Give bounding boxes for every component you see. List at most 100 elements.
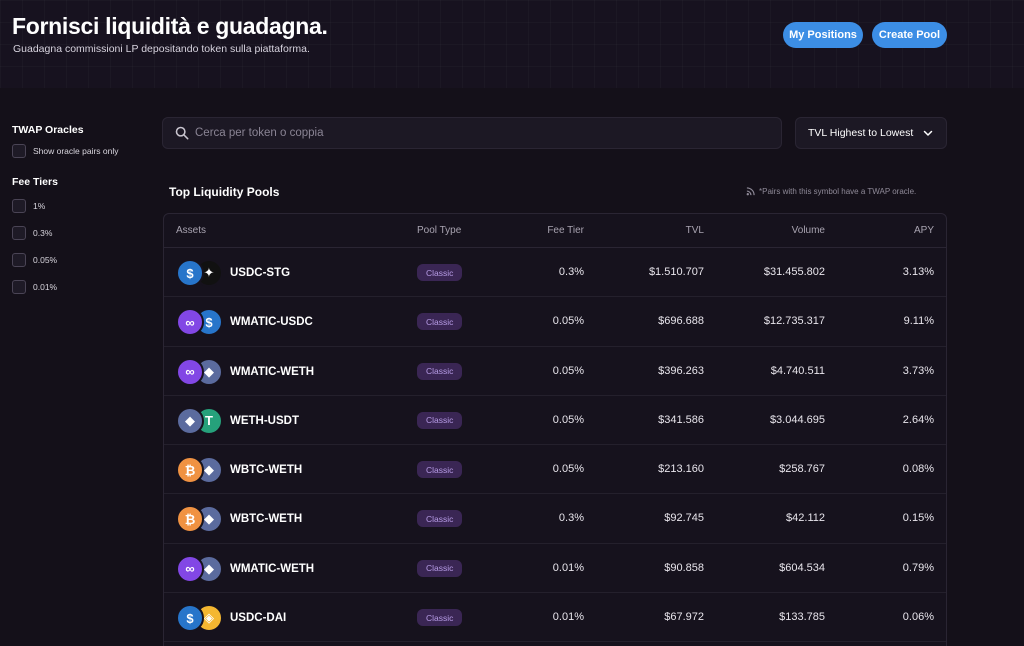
pair-name: USDC-STG <box>230 267 291 279</box>
token-pair-icons: ∞ ◆ <box>176 357 226 386</box>
fee-tier-value: 0.05% <box>552 463 584 476</box>
table-row[interactable]: ₿ ◆ WBTC-WETH Classic 0.05% $213.160 $258.767 0… <box>164 445 946 495</box>
table-row[interactable]: ◆ T WETH-USDT Classic 0.05% $341.586 $3.044.69… <box>164 396 946 446</box>
tvl-value: $396.263 <box>658 364 704 377</box>
tvl-value: $90.858 <box>664 561 704 574</box>
fee-tier-option[interactable]: 0.3% <box>12 224 152 242</box>
fee-tier-value: 0.3% <box>558 512 584 525</box>
fee-tier-label: 0.01% <box>33 282 58 292</box>
rss-icon <box>746 187 755 196</box>
table-header: Assets Pool Type Fee Tier TVL Volume APY <box>164 214 946 248</box>
pair-name: WETH-USDT <box>230 414 299 427</box>
token-pair-icons: ₿ ◆ <box>176 456 226 485</box>
col-fee-tier[interactable]: Fee Tier <box>547 225 584 236</box>
fee-tier-checkbox[interactable] <box>12 280 26 294</box>
sort-selected-label: TVL Highest to Lowest <box>808 127 914 139</box>
volume-value: $12.735.317 <box>763 315 825 328</box>
oracle-note-text: *Pairs with this symbol have a TWAP orac… <box>759 187 917 196</box>
apy-value: 3.73% <box>902 364 934 377</box>
usdc-token-icon: $ <box>176 259 204 287</box>
search-input[interactable] <box>195 127 755 139</box>
pool-type-badge: Classic <box>417 411 463 429</box>
volume-value: $258.767 <box>779 463 825 476</box>
create-pool-button[interactable]: Create Pool <box>872 22 947 48</box>
volume-value: $4.740.511 <box>770 364 825 377</box>
usdc-token-icon: $ <box>176 604 204 633</box>
table-row[interactable]: ∞ ◆ WMATIC-WETH Classic 0.01% $90.858 $604.534… <box>164 544 946 594</box>
pool-assets: ∞ ◆ WMATIC-WETH <box>176 357 315 386</box>
btc-token-icon: ₿ <box>176 505 204 534</box>
apy-value: 0.08% <box>902 463 934 476</box>
col-apy[interactable]: APY <box>913 225 934 236</box>
btc-token-icon: ₿ <box>176 456 204 485</box>
volume-value: $133.785 <box>779 611 825 624</box>
apy-value: 0.06% <box>902 611 934 624</box>
twap-oracle-note: *Pairs with this symbol have a TWAP orac… <box>746 187 916 196</box>
tvl-value: $1.510.707 <box>648 266 704 278</box>
matic-token-icon: ∞ <box>176 308 204 337</box>
table-row[interactable]: $ ✦ USDC-STG Classic 0.3% $1.510.707 $31.455.8… <box>164 248 946 298</box>
pool-assets: ∞ $ WMATIC-USDC <box>176 308 313 337</box>
pool-type-badge: Classic <box>417 313 463 331</box>
pool-type-badge: Classic <box>417 609 463 627</box>
apy-value: 0.79% <box>902 561 934 574</box>
apy-value: 3.13% <box>902 266 934 278</box>
pool-type-badge: Classic <box>417 510 463 528</box>
page-subtitle: Guadagna commissioni LP depositando toke… <box>13 43 310 55</box>
search-bar[interactable] <box>162 117 782 149</box>
fee-tier-label: 1% <box>33 201 46 211</box>
twap-oracle-filter[interactable]: Show oracle pairs only <box>12 144 152 158</box>
token-pair-icons: ₿ ◆ <box>176 505 226 534</box>
fee-tier-checkbox[interactable] <box>12 199 26 213</box>
fee-tier-option[interactable]: 0.05% <box>12 251 152 269</box>
pool-type-badge: Classic <box>417 362 463 380</box>
sort-dropdown[interactable]: TVL Highest to Lowest <box>795 117 947 149</box>
col-volume[interactable]: Volume <box>791 225 825 236</box>
apy-value: 2.64% <box>902 413 934 426</box>
pair-name: WMATIC-USDC <box>230 316 313 329</box>
fee-tiers-heading: Fee Tiers <box>12 176 58 188</box>
apy-value: 0.15% <box>902 512 934 525</box>
pools-table: Assets Pool Type Fee Tier TVL Volume APY… <box>163 213 947 646</box>
pool-assets: $ ✦ USDC-STG <box>176 259 290 287</box>
fee-tier-value: 0.05% <box>552 315 584 328</box>
fee-tier-value: 0.3% <box>558 266 584 278</box>
tvl-value: $67.972 <box>664 611 704 624</box>
twap-checkbox[interactable] <box>12 144 26 158</box>
token-pair-icons: ◆ T <box>176 406 226 435</box>
table-row[interactable]: ∞ $ WMATIC-USDC Classic 0.05% $696.688 $12.735… <box>164 297 946 347</box>
my-positions-button[interactable]: My Positions <box>783 22 863 48</box>
token-pair-icons: $ ✦ <box>176 259 226 287</box>
pair-name: WMATIC-WETH <box>230 365 315 378</box>
fee-tier-value: 0.01% <box>552 611 584 624</box>
table-row[interactable]: ∞ ◆ WMATIC-WETH Classic 0.05% $396.263 $4.740.… <box>164 347 946 396</box>
pool-assets: ₿ ◆ WBTC-WETH <box>176 456 302 485</box>
fee-tier-value: 0.05% <box>552 413 584 426</box>
pair-name: USDC-DAI <box>230 612 287 625</box>
fee-tier-checkbox[interactable] <box>12 226 26 240</box>
fee-tier-checkbox[interactable] <box>12 253 26 267</box>
col-pool-type[interactable]: Pool Type <box>417 225 462 236</box>
pool-type-badge: Classic <box>417 559 463 577</box>
pool-type-badge: Classic <box>417 461 463 479</box>
tvl-value: $341.586 <box>658 413 704 426</box>
table-row[interactable]: $ ◈ USDC-DAI Classic 0.01% $67.972 $133.785 0.0… <box>164 593 946 643</box>
fee-tier-filters: Fee Tiers 1% 0.3% 0.05% 0.01% <box>12 176 152 296</box>
col-assets[interactable]: Assets <box>176 225 207 236</box>
token-pair-icons: $ ◈ <box>176 604 226 633</box>
token-pair-icons: ∞ $ <box>176 308 226 337</box>
search-icon <box>175 126 189 140</box>
fee-tier-option[interactable]: 0.01% <box>12 278 152 296</box>
pools-section-title: Top Liquidity Pools <box>169 185 280 199</box>
eth-token-icon: ◆ <box>176 406 204 435</box>
hero-banner: Fornisci liquidità e guadagna. Guadagna … <box>0 0 1024 88</box>
pool-assets: $ ◈ USDC-DAI <box>176 604 287 633</box>
fee-tier-value: 0.01% <box>552 561 584 574</box>
col-tvl[interactable]: TVL <box>685 225 704 236</box>
twap-option-label: Show oracle pairs only <box>33 146 119 156</box>
pair-name: WMATIC-WETH <box>230 562 315 575</box>
volume-value: $3.044.695 <box>769 413 825 426</box>
fee-tier-option[interactable]: 1% <box>12 197 152 215</box>
tvl-value: $213.160 <box>658 463 704 476</box>
table-row[interactable]: ₿ ◆ WBTC-WETH Classic 0.3% $92.745 $42.112 0.15… <box>164 494 946 544</box>
